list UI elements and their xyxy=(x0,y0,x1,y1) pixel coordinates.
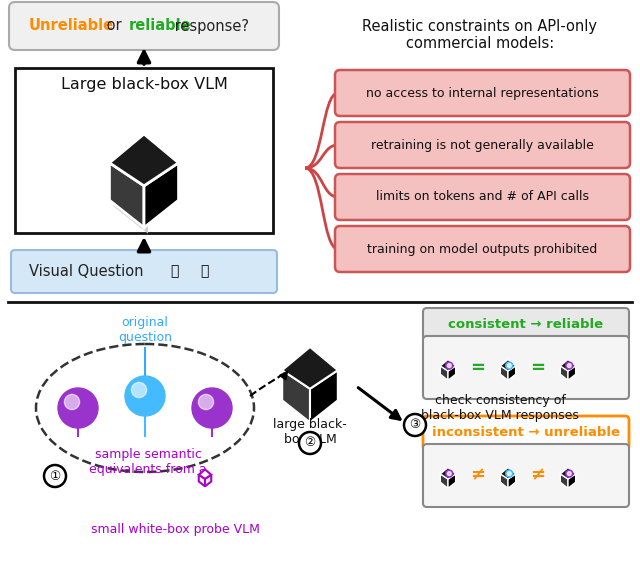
Polygon shape xyxy=(440,474,448,488)
Polygon shape xyxy=(282,370,310,423)
Circle shape xyxy=(508,472,511,475)
Circle shape xyxy=(125,376,165,416)
Circle shape xyxy=(447,364,451,368)
Circle shape xyxy=(404,414,426,436)
FancyBboxPatch shape xyxy=(15,68,273,233)
Polygon shape xyxy=(282,347,338,389)
Text: 🖼: 🖼 xyxy=(200,265,209,278)
Circle shape xyxy=(506,470,513,477)
Circle shape xyxy=(567,472,572,475)
Text: =: = xyxy=(531,358,545,376)
Text: original
question: original question xyxy=(118,316,172,344)
Text: ≠: ≠ xyxy=(531,467,545,485)
FancyBboxPatch shape xyxy=(423,416,629,450)
Polygon shape xyxy=(500,360,516,371)
Polygon shape xyxy=(500,467,516,479)
Text: or: or xyxy=(102,19,126,34)
Text: Large black-box VLM: Large black-box VLM xyxy=(61,76,227,91)
FancyBboxPatch shape xyxy=(423,308,629,342)
Polygon shape xyxy=(561,474,568,488)
Polygon shape xyxy=(561,360,576,371)
Polygon shape xyxy=(508,474,516,488)
Polygon shape xyxy=(561,467,576,479)
Text: 💬: 💬 xyxy=(170,265,179,278)
Text: training on model outputs prohibited: training on model outputs prohibited xyxy=(367,243,598,255)
Text: no access to internal representations: no access to internal representations xyxy=(366,86,599,100)
Polygon shape xyxy=(109,134,179,186)
Circle shape xyxy=(65,394,79,409)
Text: sample semantic
equivalents from a: sample semantic equivalents from a xyxy=(89,448,207,476)
Text: inconsistent → unreliable: inconsistent → unreliable xyxy=(432,427,620,439)
Polygon shape xyxy=(109,163,144,228)
Circle shape xyxy=(131,382,147,398)
FancyBboxPatch shape xyxy=(335,174,630,220)
Circle shape xyxy=(508,364,511,368)
Polygon shape xyxy=(440,366,448,380)
Circle shape xyxy=(299,432,321,454)
Polygon shape xyxy=(448,366,456,380)
Polygon shape xyxy=(500,474,508,488)
FancyBboxPatch shape xyxy=(11,250,277,293)
Text: large black-
box VLM: large black- box VLM xyxy=(273,418,347,446)
Circle shape xyxy=(198,394,214,409)
Circle shape xyxy=(506,362,513,369)
Text: Visual Question: Visual Question xyxy=(29,264,143,279)
Polygon shape xyxy=(448,474,456,488)
FancyBboxPatch shape xyxy=(423,336,629,399)
Text: check consistency of
black-box VLM responses: check consistency of black-box VLM respo… xyxy=(421,394,579,422)
Text: retraining is not generally available: retraining is not generally available xyxy=(371,138,594,152)
Circle shape xyxy=(58,388,98,428)
Circle shape xyxy=(44,465,66,487)
Text: ③: ③ xyxy=(410,419,420,431)
Text: consistent → reliable: consistent → reliable xyxy=(449,318,604,332)
Polygon shape xyxy=(508,366,516,380)
Polygon shape xyxy=(568,366,576,380)
FancyBboxPatch shape xyxy=(335,226,630,272)
Polygon shape xyxy=(310,370,338,423)
Text: response?: response? xyxy=(170,19,249,34)
Circle shape xyxy=(566,362,573,369)
Circle shape xyxy=(445,470,453,477)
Text: Realistic constraints on API-only
commercial models:: Realistic constraints on API-only commer… xyxy=(362,19,598,51)
Text: small white-box probe VLM: small white-box probe VLM xyxy=(91,523,259,536)
Polygon shape xyxy=(199,475,205,486)
Text: ≠: ≠ xyxy=(470,467,486,485)
Text: Unreliable: Unreliable xyxy=(29,19,114,34)
Text: limits on tokens and # of API calls: limits on tokens and # of API calls xyxy=(376,190,589,203)
Polygon shape xyxy=(561,366,568,380)
Polygon shape xyxy=(500,366,508,380)
Circle shape xyxy=(567,364,572,368)
Circle shape xyxy=(566,470,573,477)
Polygon shape xyxy=(205,475,211,486)
Circle shape xyxy=(445,362,453,369)
Circle shape xyxy=(447,472,451,475)
FancyBboxPatch shape xyxy=(9,2,279,50)
FancyBboxPatch shape xyxy=(423,444,629,507)
Polygon shape xyxy=(440,467,456,479)
Polygon shape xyxy=(113,169,148,233)
Text: reliable: reliable xyxy=(129,19,191,34)
Polygon shape xyxy=(440,360,456,371)
Polygon shape xyxy=(199,470,211,479)
Text: =: = xyxy=(470,358,486,376)
Text: ①: ① xyxy=(49,470,61,482)
Polygon shape xyxy=(568,474,576,488)
FancyBboxPatch shape xyxy=(335,122,630,168)
Polygon shape xyxy=(144,163,179,228)
Circle shape xyxy=(192,388,232,428)
Text: ②: ② xyxy=(305,437,316,449)
FancyBboxPatch shape xyxy=(335,70,630,116)
